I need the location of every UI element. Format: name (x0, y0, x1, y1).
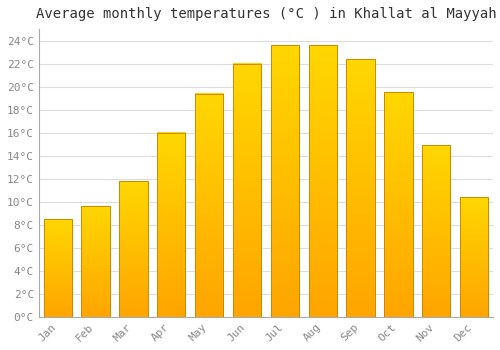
Bar (270, 45, 299, 317)
Bar (460, 197, 488, 317)
Bar (422, 145, 450, 317)
Bar (233, 64, 261, 317)
Bar (119, 181, 148, 317)
Bar (346, 59, 375, 317)
Bar (195, 93, 224, 317)
Bar (82, 206, 110, 317)
Bar (157, 133, 186, 317)
Bar (384, 92, 412, 317)
Bar (308, 45, 337, 317)
Bar (44, 219, 72, 317)
Title: Average monthly temperatures (°C ) in Khallat al Mayyah: Average monthly temperatures (°C ) in Kh… (36, 7, 496, 21)
